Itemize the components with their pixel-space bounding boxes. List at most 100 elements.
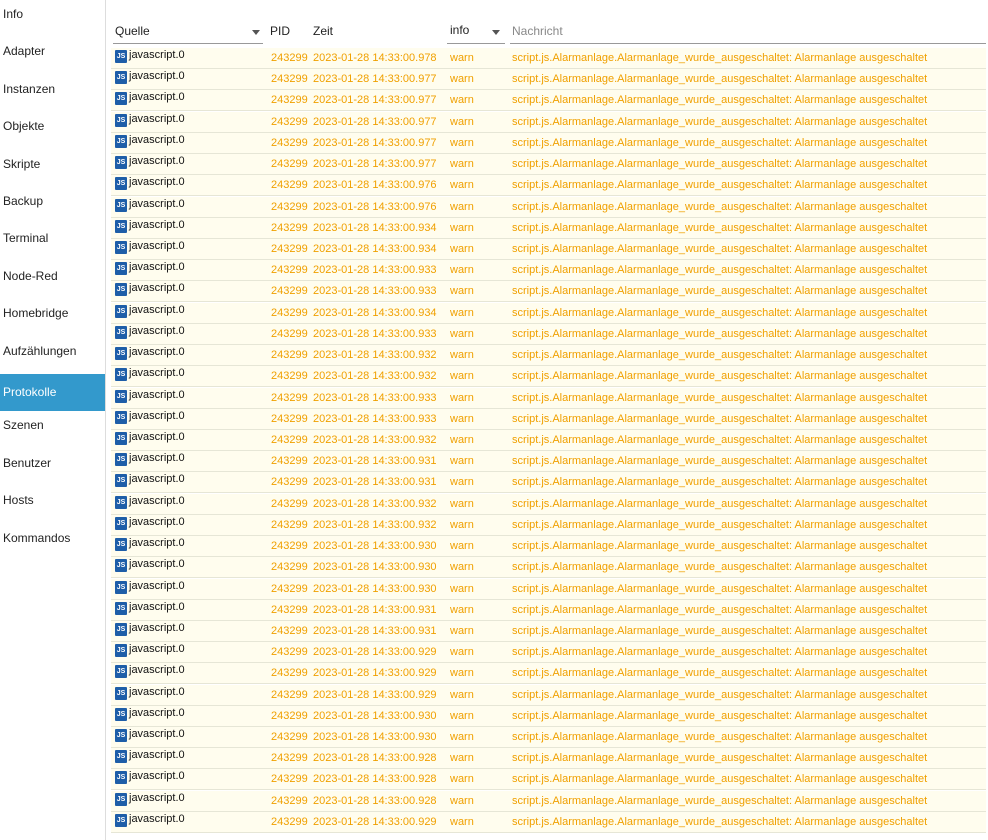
nav-item[interactable]: Kommandos — [3, 530, 71, 545]
js-icon: JS — [115, 177, 127, 191]
source: javascript.0 — [129, 749, 185, 762]
log-row: JS javascript.0 243299 2023-01-28 14:33:00.… — [111, 429, 986, 451]
nav-item[interactable]: Info — [3, 7, 24, 21]
log-row: JS javascript.0 243299 2023-01-28 14:33:00.… — [111, 196, 986, 218]
nav-item[interactable]: Homebridge — [3, 306, 69, 321]
nav-item[interactable]: Protokolle — [0, 373, 105, 411]
level: warn — [450, 158, 474, 171]
nav-item[interactable]: Adapter — [3, 44, 46, 59]
underline — [113, 43, 263, 44]
level: warn — [450, 52, 474, 64]
js-icon: JS — [115, 410, 127, 424]
source: javascript.0 — [129, 324, 185, 337]
nav-item[interactable]: Aufzählungen — [3, 343, 77, 358]
js-icon: JS — [115, 240, 127, 254]
level: warn — [450, 455, 474, 468]
log-row: JS javascript.0 243299 2023-01-28 14:33:00.… — [111, 260, 986, 282]
pid: 243299 — [271, 221, 308, 234]
log-row: JS javascript.0 243299 2023-01-28 14:33:00.… — [111, 727, 986, 749]
level: warn — [450, 327, 474, 340]
message: script.js.Alarmanlage.Alarmanlage_wurde_… — [512, 688, 928, 701]
nav-item[interactable]: Instanzen — [3, 81, 56, 96]
log-row: JS javascript.0 243299 2023-01-28 14:33:00.… — [111, 557, 986, 579]
level-filter[interactable]: info — [450, 23, 470, 37]
log-row: JS javascript.0 243299 2023-01-28 14:33:00.… — [111, 366, 986, 388]
message: script.js.Alarmanlage.Alarmanlage_wurde_… — [512, 433, 928, 446]
nav-item[interactable]: Backup — [3, 194, 44, 208]
nav-item[interactable]: Hosts — [3, 493, 34, 508]
message: script.js.Alarmanlage.Alarmanlage_wurde_… — [512, 242, 928, 255]
nav-item[interactable]: Benutzer — [3, 455, 52, 470]
pid: 243299 — [271, 285, 308, 298]
pid: 243299 — [271, 455, 308, 468]
source: javascript.0 — [129, 155, 185, 168]
js-icon: JS — [115, 431, 127, 445]
message-filter[interactable]: Nachricht — [512, 24, 563, 38]
source: javascript.0 — [129, 70, 185, 83]
pid: 243299 — [271, 497, 308, 510]
pid: 243299 — [271, 200, 308, 213]
nav-item[interactable]: Node-Red — [3, 268, 58, 283]
pid: 243299 — [271, 391, 308, 404]
message: script.js.Alarmanlage.Alarmanlage_wurde_… — [512, 540, 928, 553]
source: javascript.0 — [129, 685, 185, 698]
message: script.js.Alarmanlage.Alarmanlage_wurde_… — [512, 349, 928, 362]
log-row: JS javascript.0 243299 2023-01-28 14:33:00.… — [111, 175, 986, 197]
js-icon: JS — [115, 474, 127, 488]
nav-item[interactable]: Skripte — [3, 156, 41, 171]
level: warn — [450, 370, 474, 383]
level: warn — [450, 518, 474, 531]
message: script.js.Alarmanlage.Alarmanlage_wurde_… — [512, 731, 928, 744]
source: javascript.0 — [129, 515, 185, 528]
time: 2023-01-28 14:33:00.930 — [313, 582, 437, 595]
source: javascript.0 — [129, 112, 185, 125]
log-row: JS javascript.0 243299 2023-01-28 14:33:00.… — [111, 472, 986, 494]
pid: 243299 — [271, 582, 308, 595]
message: script.js.Alarmanlage.Alarmanlage_wurde_… — [512, 582, 928, 595]
time: 2023-01-28 14:33:00.928 — [313, 752, 437, 765]
level: warn — [450, 179, 474, 192]
sidebar: Info Adapter Instanzen Objekte Skripte Backup… — [0, 0, 106, 840]
level: warn — [450, 73, 474, 86]
level: warn — [450, 688, 474, 701]
js-icon: JS — [115, 559, 127, 573]
js-icon: JS — [115, 495, 127, 509]
message: script.js.Alarmanlage.Alarmanlage_wurde_… — [512, 391, 928, 404]
log-row: JS javascript.0 243299 2023-01-28 14:33:00.… — [111, 536, 986, 558]
log-row: JS javascript.0 243299 2023-01-28 14:33:00.… — [111, 769, 986, 791]
source: javascript.0 — [129, 494, 185, 507]
source: javascript.0 — [129, 770, 185, 783]
pid: 243299 — [271, 433, 308, 446]
level: warn — [450, 497, 474, 510]
level: warn — [450, 306, 474, 319]
level: warn — [450, 731, 474, 744]
time: 2023-01-28 14:33:00.931 — [313, 603, 437, 616]
underline — [510, 43, 986, 44]
source: javascript.0 — [129, 706, 185, 719]
level: warn — [450, 94, 474, 107]
source: javascript.0 — [129, 367, 185, 380]
pid: 243299 — [271, 603, 308, 616]
source: javascript.0 — [129, 218, 185, 231]
time: 2023-01-28 14:33:00.928 — [313, 773, 437, 786]
source-filter[interactable]: Quelle — [115, 24, 150, 38]
source: javascript.0 — [129, 49, 185, 61]
source: javascript.0 — [129, 728, 185, 741]
source: javascript.0 — [129, 430, 185, 443]
js-icon: JS — [115, 92, 127, 106]
nav-item[interactable]: Objekte — [3, 119, 45, 134]
source: javascript.0 — [129, 664, 185, 677]
source: javascript.0 — [129, 621, 185, 634]
nav-item[interactable]: Szenen — [3, 418, 44, 433]
pid: 243299 — [271, 179, 308, 192]
message: script.js.Alarmanlage.Alarmanlage_wurde_… — [512, 773, 928, 786]
level: warn — [450, 603, 474, 616]
pid: 243299 — [271, 773, 308, 786]
nav-item[interactable]: Terminal — [3, 231, 49, 246]
log-row: JS javascript.0 243299 2023-01-28 14:33:00.… — [111, 132, 986, 154]
source: javascript.0 — [129, 239, 185, 252]
js-icon: JS — [115, 538, 127, 552]
source: javascript.0 — [129, 346, 185, 359]
time: 2023-01-28 14:33:00.930 — [313, 709, 437, 722]
message: script.js.Alarmanlage.Alarmanlage_wurde_… — [512, 52, 928, 64]
